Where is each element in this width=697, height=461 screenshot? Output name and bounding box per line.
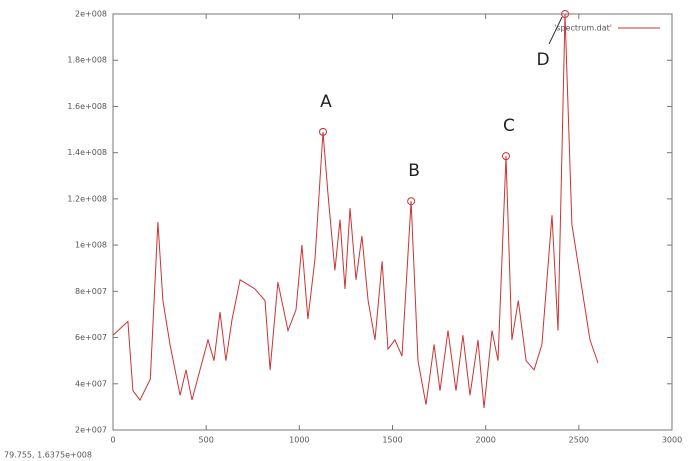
annotation-marker bbox=[407, 197, 416, 206]
annotation-marker bbox=[318, 127, 327, 136]
annotation-label: B bbox=[408, 161, 420, 181]
x-tick-label: 2500 bbox=[569, 436, 589, 445]
x-tick-label: 0 bbox=[110, 436, 115, 445]
y-tick-label: 1e+008 bbox=[75, 241, 107, 250]
y-tick-label: 8e+007 bbox=[75, 287, 107, 296]
x-tick-label: 3000 bbox=[662, 436, 682, 445]
y-tick-label: 1.8e+008 bbox=[67, 56, 107, 65]
plot-frame bbox=[112, 13, 673, 431]
annotation-label: A bbox=[320, 92, 332, 112]
x-tick-label: 1000 bbox=[289, 436, 309, 445]
annotation-pointer bbox=[548, 16, 563, 45]
x-tick-label: 500 bbox=[199, 436, 214, 445]
annotation-marker bbox=[501, 152, 510, 161]
annotation-marker bbox=[561, 10, 570, 18]
legend-label: 'spectrum.dat' bbox=[554, 24, 612, 33]
annotation-label: D bbox=[536, 50, 549, 70]
status-text: 79.755, 1.6375e+008 bbox=[4, 451, 92, 460]
x-tick-label: 1500 bbox=[382, 436, 402, 445]
y-tick-label: 1.2e+008 bbox=[67, 194, 107, 203]
y-tick-label: 1.6e+008 bbox=[67, 102, 107, 111]
y-tick-label: 6e+007 bbox=[75, 333, 107, 342]
y-tick-label: 2e+008 bbox=[75, 10, 107, 19]
x-tick-label: 2000 bbox=[475, 436, 495, 445]
data-line bbox=[112, 13, 599, 409]
annotation-label: C bbox=[503, 116, 515, 136]
y-tick-label: 1.4e+008 bbox=[67, 148, 107, 157]
y-tick-label: 4e+007 bbox=[75, 379, 107, 388]
y-tick-label: 2e+007 bbox=[75, 426, 107, 435]
